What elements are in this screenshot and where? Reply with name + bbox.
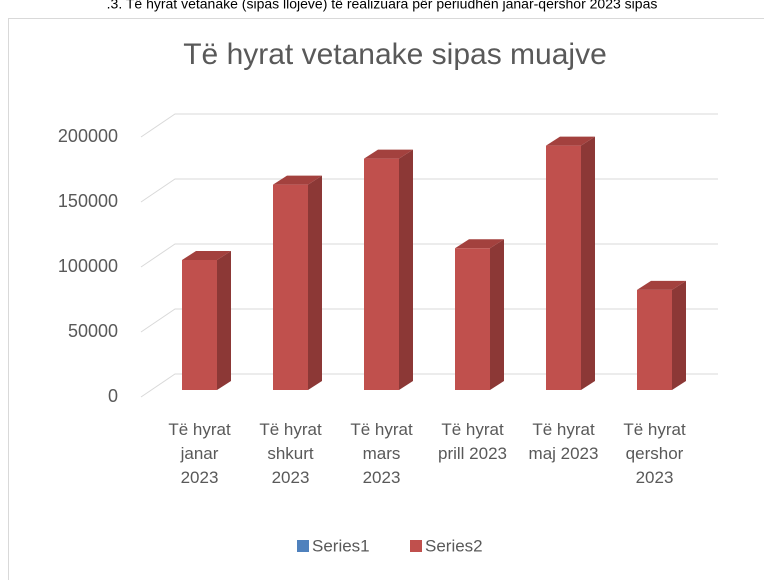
chart-border — [8, 18, 764, 580]
grid-line — [140, 308, 718, 333]
x-tick-label: Të hyrat maj 2023 — [528, 420, 599, 463]
bar-front — [364, 158, 399, 390]
x-tick-label: Të hyrat mars 2023 — [350, 420, 413, 487]
bar — [455, 239, 504, 390]
bar-top — [637, 280, 686, 290]
bar-front — [546, 145, 581, 390]
x-tick-label: Të hyrat shkurt 2023 — [259, 420, 322, 487]
bar-front — [182, 260, 217, 390]
caption: .3. Të hyrat vetanake (sipas llojeve) të… — [107, 0, 658, 12]
x-tick-label: Të hyrat qershor 2023 — [623, 420, 686, 487]
legend-label: Series2 — [425, 536, 483, 555]
bar-top — [182, 251, 231, 260]
bar — [273, 175, 322, 390]
y-tick-label: 150000 — [58, 191, 118, 211]
y-tick-label: 0 — [108, 386, 118, 406]
grid-line — [140, 178, 718, 203]
bar — [364, 149, 413, 390]
grid-line — [140, 373, 718, 398]
bar — [546, 136, 595, 390]
grid-line — [140, 113, 718, 138]
bar-side — [217, 251, 231, 390]
bar-side — [581, 136, 595, 390]
bar-side — [490, 239, 504, 390]
y-tick-label: 100000 — [58, 256, 118, 276]
bar-front — [273, 184, 308, 390]
bar — [182, 251, 231, 390]
chart-title: Të hyrat vetanake sipas muajve — [183, 38, 607, 71]
x-tick-label: Të hyrat prill 2023 — [438, 420, 507, 463]
bar-side — [308, 175, 322, 390]
legend-swatch — [297, 540, 309, 552]
bar — [637, 280, 686, 390]
y-tick-label: 50000 — [68, 321, 118, 341]
x-tick-label: Të hyrat janar 2023 — [168, 420, 231, 487]
bar-top — [364, 149, 413, 159]
grid-line — [140, 243, 718, 268]
bar-top — [273, 175, 322, 185]
bar-top — [546, 136, 595, 146]
bar-side — [399, 149, 413, 390]
bar-front — [455, 248, 490, 390]
bar-side — [672, 280, 686, 390]
bar-front — [637, 289, 672, 390]
bar-top — [455, 239, 504, 249]
legend-swatch — [410, 540, 422, 552]
y-tick-label: 200000 — [58, 126, 118, 146]
legend-label: Series1 — [312, 536, 370, 555]
